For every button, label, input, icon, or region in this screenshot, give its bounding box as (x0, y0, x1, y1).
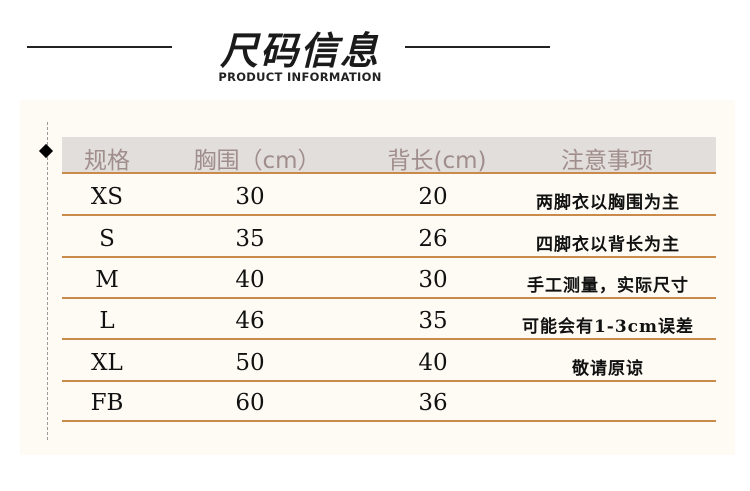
table-row: XL 50 40 敬请原谅 (62, 340, 716, 382)
cell-size: XL (91, 350, 123, 376)
cell-size: S (99, 226, 115, 252)
column-header: 背长(cm) (387, 148, 487, 174)
cell-chest: 30 (235, 184, 265, 210)
cell-back: 26 (418, 226, 448, 252)
cell-chest: 35 (235, 226, 265, 252)
column-header: 胸围（cm） (193, 148, 321, 174)
table-header: 规格 胸围（cm） 背长(cm) 注意事项 (62, 137, 716, 174)
page-title: 尺码信息 (219, 29, 380, 73)
column-header: 规格 (84, 148, 130, 174)
page-subtitle: PRODUCT INFORMATION (218, 70, 382, 84)
table-row: S 35 26 四脚衣以背长为主 (62, 216, 716, 258)
cell-note: 敬请原谅 (572, 359, 644, 379)
cell-back: 30 (418, 267, 448, 293)
cell-size: M (95, 267, 119, 293)
title-rule-right (405, 46, 550, 48)
cell-back: 36 (418, 390, 448, 416)
cell-size: FB (90, 390, 124, 416)
cell-size: XS (90, 184, 124, 210)
table-row: FB 60 36 (62, 380, 716, 422)
table-row: M 40 30 手工测量，实际尺寸 (62, 257, 716, 299)
dashed-divider (47, 122, 48, 440)
table-row: XS 30 20 两脚衣以胸围为主 (62, 174, 716, 216)
cell-back: 40 (418, 350, 448, 376)
cell-note: 可能会有1-3cm误差 (521, 317, 695, 337)
title-rule-left (27, 46, 172, 48)
cell-chest: 50 (235, 350, 265, 376)
cell-chest: 60 (235, 390, 265, 416)
cell-size: L (99, 308, 115, 334)
cell-note: 手工测量，实际尺寸 (527, 276, 689, 296)
cell-note: 两脚衣以胸围为主 (536, 193, 680, 213)
cell-back: 35 (418, 308, 448, 334)
column-header: 注意事项 (561, 148, 653, 174)
cell-back: 20 (418, 184, 448, 210)
cell-chest: 40 (235, 267, 265, 293)
table-row: L 46 35 可能会有1-3cm误差 (62, 298, 716, 340)
cell-chest: 46 (235, 308, 265, 334)
cell-note: 四脚衣以背长为主 (536, 235, 680, 255)
